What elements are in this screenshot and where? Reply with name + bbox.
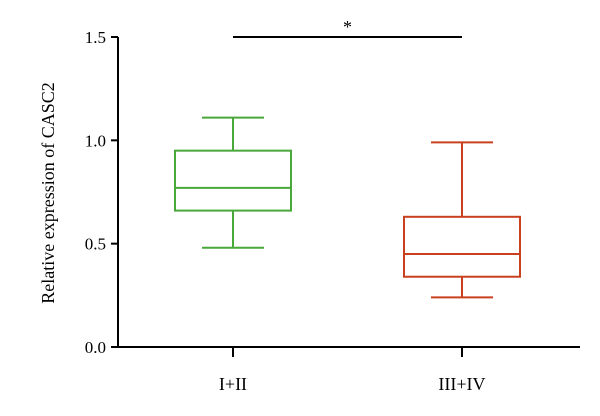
- box-1: [403, 141, 521, 299]
- y-tick-label-0: 0.0: [85, 338, 106, 357]
- box-iqr-0: [174, 149, 292, 212]
- y-axis-label: Relative expression of CASC2: [38, 82, 58, 303]
- y-tick-label-3: 1.5: [85, 28, 106, 47]
- y-tick-label-1: 0.5: [85, 235, 106, 254]
- x-tick-label-1: III+IV: [438, 374, 485, 394]
- x-tick-label-0: I+II: [219, 374, 247, 394]
- box-iqr-1: [403, 215, 521, 278]
- significance: *: [233, 17, 462, 38]
- y-tick-label-2: 1.0: [85, 131, 106, 150]
- axes: 0.0 0.5 1.0 1.5 I+II III+IV: [85, 28, 580, 394]
- box-0: [174, 116, 292, 249]
- boxes: [174, 116, 521, 299]
- significance-label: *: [343, 17, 352, 37]
